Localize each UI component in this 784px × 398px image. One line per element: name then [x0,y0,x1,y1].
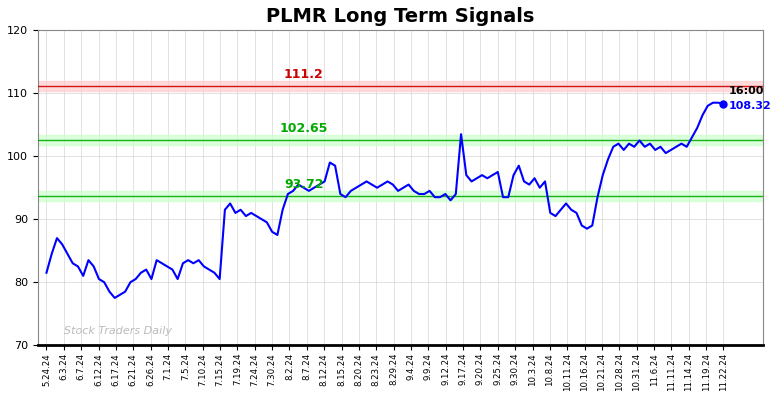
Bar [38,191,764,201]
Text: 108.32: 108.32 [728,101,771,111]
Text: 102.65: 102.65 [280,122,328,135]
Bar [38,81,764,91]
Bar [38,135,764,144]
Text: 111.2: 111.2 [284,68,324,81]
Text: Stock Traders Daily: Stock Traders Daily [64,326,172,336]
Text: 93.72: 93.72 [284,178,324,191]
Title: PLMR Long Term Signals: PLMR Long Term Signals [267,7,535,26]
Text: 16:00: 16:00 [728,86,764,96]
